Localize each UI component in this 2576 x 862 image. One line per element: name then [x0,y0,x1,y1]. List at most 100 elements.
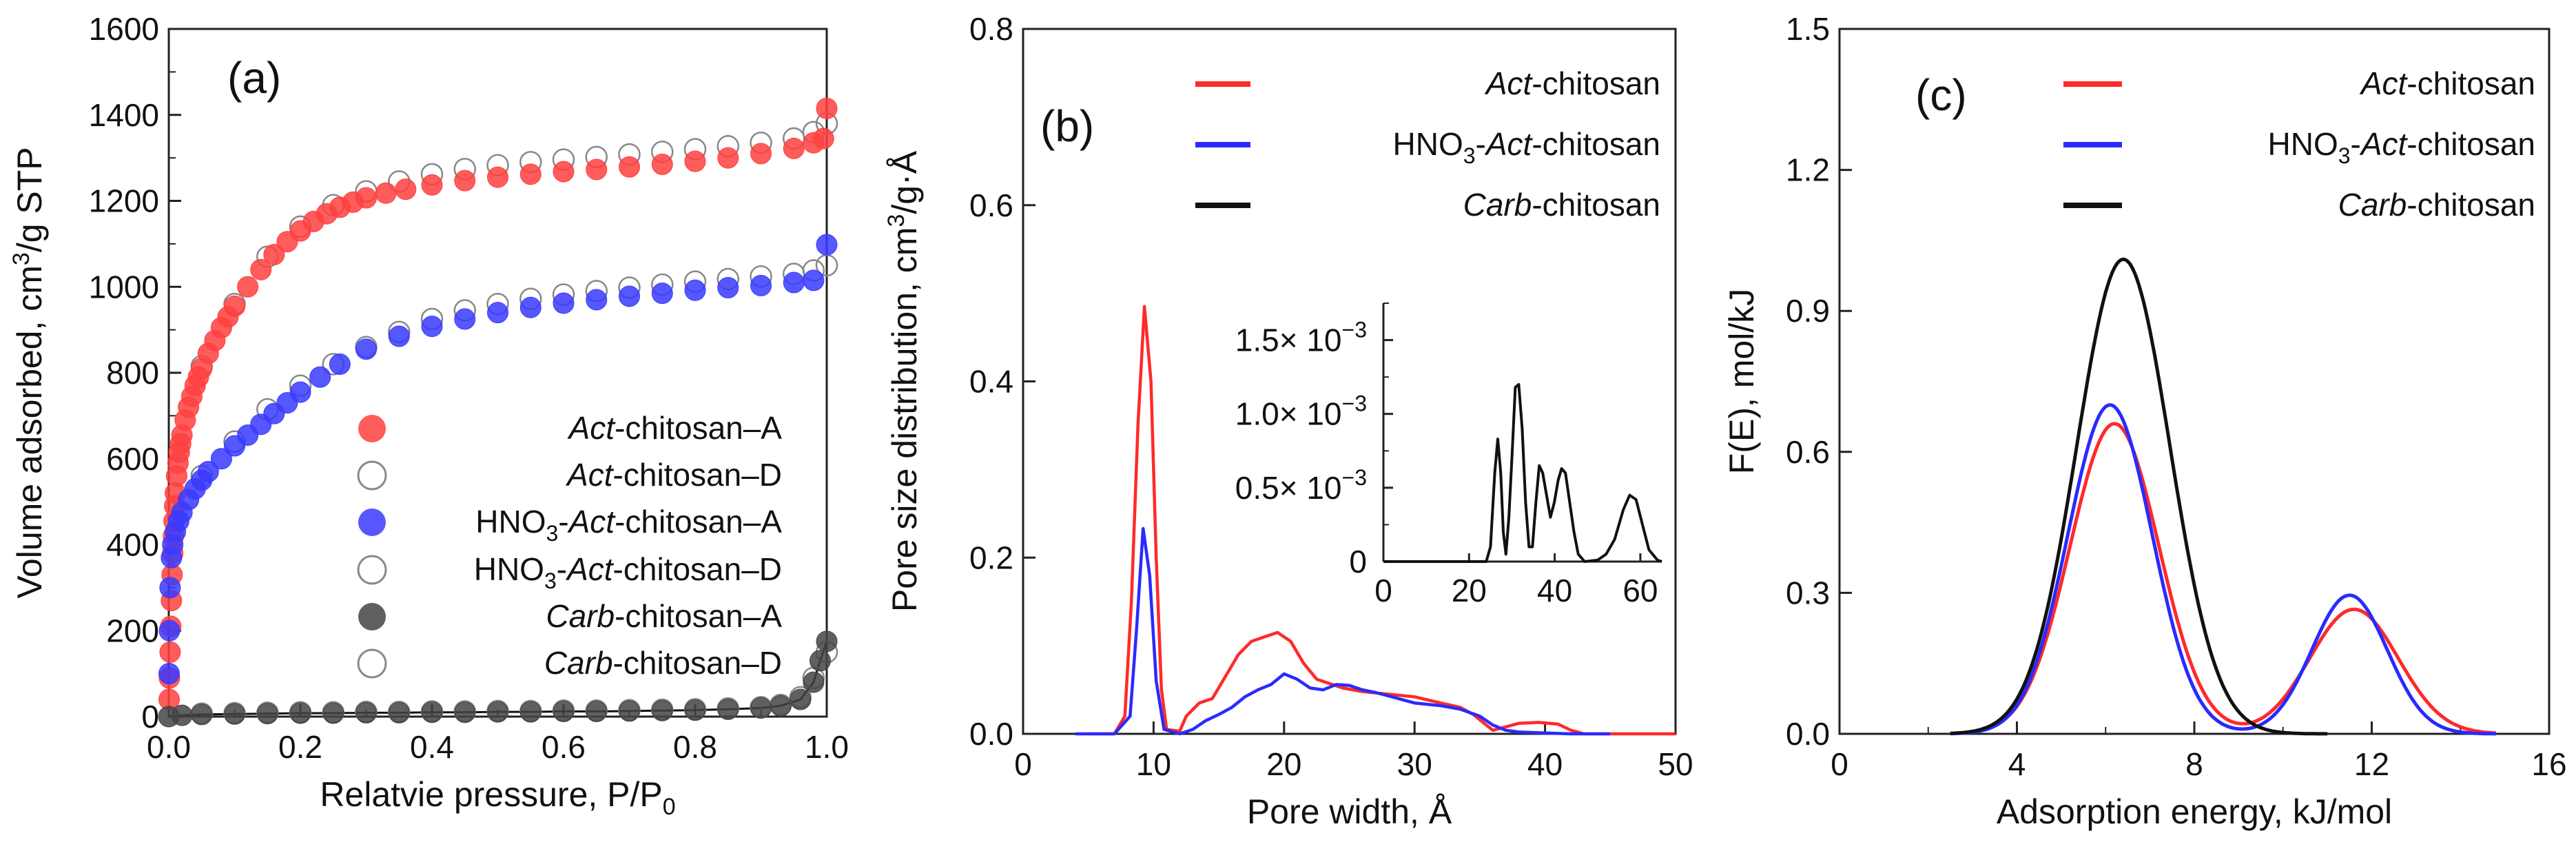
panel-label: (c) [1915,70,1967,120]
y-tick-label: 0.6 [969,187,1013,223]
data-point [519,163,542,185]
data-point [770,695,792,717]
y-tick-label: 0.0 [969,716,1013,752]
y-axis-label-sup: 3 [8,252,34,265]
legend: Act-chitosanHNO3-Act-chitosanCarb-chitos… [1195,65,1660,223]
legend-suffix: -chitosan [1532,126,1660,162]
legend-italic: Act [1484,65,1534,101]
panel-label: (b) [1040,101,1094,151]
legend-suffix: -chitosan–D [613,457,782,493]
data-point [684,279,706,301]
data-point [356,187,377,209]
series-hno3-act-chitosan-d [190,254,838,487]
x-tick-label: 0 [1831,746,1848,782]
y-axis-label-text: Volume adsorbed, cm [10,265,49,599]
x-tick-label: 16 [2531,746,2566,782]
data-point [619,285,640,307]
inset-tick-exponent: −3 [1342,318,1367,342]
x-tick-label: 40 [1527,746,1563,782]
data-point [159,641,181,663]
y-tick-label: 200 [106,613,159,648]
y-axis-label-tail: /g·Å [885,150,924,214]
y-tick-label: 1.5 [1786,11,1830,47]
series-line-hno3-act-chitosan [1075,526,1611,736]
x-tick-label: 20 [1266,746,1301,782]
data-point [454,308,476,330]
data-point [553,701,575,723]
chart-panel-c: 0 4 8 12 16 0.0 0.3 0.6 0.9 1.2 1.5 Adsorption ener… [1722,11,2567,831]
legend-marker [357,460,387,491]
legend-italic: Act [2359,126,2409,162]
data-point [329,353,351,376]
x-tick-label: 0.2 [278,729,322,765]
data-point [651,699,673,721]
y-tick-label: 0.9 [1786,293,1830,329]
x-axis-label-text: Relatvie pressure, P/P [320,775,662,814]
y-tick-label: 1400 [89,97,159,133]
series-line-hno3-act-chitosan [1950,403,2496,736]
x-tick-label: 4 [2008,746,2026,782]
data-point [454,170,476,192]
y-tick-label: 1600 [89,11,159,47]
y-tick-label: 1.2 [1786,152,1830,188]
y-tick-label: 1200 [89,183,159,219]
inset-tick-exponent: −3 [1342,465,1367,490]
y-tick-label: 0.2 [969,540,1013,575]
legend-label: Act-chitosan–A [567,410,783,446]
data-point [790,688,812,710]
y-tick-label: 0.4 [969,364,1013,400]
data-point [619,700,640,722]
data-point [395,178,417,201]
inset-y-tick-label: 1.5× 10−3 [1235,318,1367,358]
legend-suffix: -chitosan–A [615,410,782,446]
x-axis-label: Adsorption energy, kJ/mol [1997,792,2392,831]
legend-label: Act-chitosan [2359,65,2535,101]
legend: Act-chitosanHNO3-Act-chitosanCarb-chitos… [2063,65,2535,223]
legend-italic: Act [567,504,617,540]
data-point [717,698,739,720]
y-tick-label: 400 [106,527,159,563]
data-point [159,577,181,599]
legend-suffix: -chitosan [1532,187,1660,223]
data-point [750,143,772,165]
data-point [684,150,706,172]
inset-x-tick-label: 0 [1374,573,1392,608]
legend-italic: Act [2359,65,2409,101]
data-point [717,276,739,298]
legend-label: Act-chitosan–D [565,457,782,493]
data-point [519,701,542,723]
legend-italic: Carb [1463,187,1532,223]
x-axis-label: Relatvie pressure, P/P0 [320,775,675,820]
legend-dash: - [558,504,568,540]
x-tick-label: 0.4 [410,729,454,765]
legend-label: HNO3-Act-chitosan–D [474,551,782,593]
series-carb-chitosan-a [158,630,838,728]
inset-y-tick-label: 0 [1349,544,1367,579]
legend-label: HNO3-Act-chitosan–A [475,504,782,546]
legend-dash: - [2351,126,2361,162]
data-point [586,158,608,181]
data-point [263,243,285,265]
x-axis-label: Pore width, Å [1247,792,1452,831]
legend-marker [358,603,386,630]
legend-italic: Act [565,551,615,587]
data-point [224,703,245,725]
data-point [388,701,410,724]
legend-prefix: HNO [2268,126,2338,162]
data-point [684,699,706,721]
data-point [250,258,272,280]
data-point [553,161,575,183]
legend-italic: Act [567,410,617,446]
y-axis-label: Pore size distribution, cm3/g·Å [883,150,924,612]
legend-prefix: HNO [475,504,546,540]
series-line-act-chitosan [1950,422,2496,735]
data-point [651,153,673,175]
y-tick-label: 800 [106,355,159,391]
y-tick-label: 0.3 [1786,575,1830,610]
legend-marker [358,509,386,536]
data-point [289,381,311,403]
legend-suffix: -chitosan–D [613,645,782,681]
